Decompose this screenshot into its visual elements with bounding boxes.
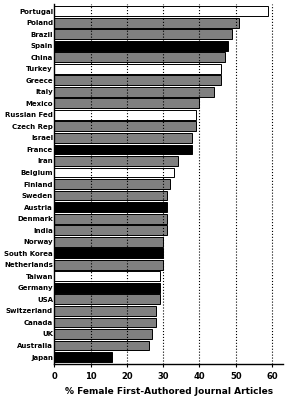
Bar: [55, 306, 156, 316]
Bar: [55, 179, 170, 189]
Bar: [55, 202, 167, 212]
Bar: [55, 168, 174, 178]
Bar: [55, 272, 160, 281]
Bar: [55, 122, 196, 131]
Bar: [55, 352, 113, 362]
Bar: [55, 110, 196, 120]
Bar: [55, 225, 167, 235]
Bar: [55, 294, 160, 304]
Bar: [55, 133, 192, 143]
Bar: [55, 260, 163, 270]
Bar: [55, 329, 152, 339]
Bar: [55, 41, 228, 50]
Bar: [55, 29, 232, 39]
Bar: [55, 52, 225, 62]
Bar: [55, 318, 156, 327]
Bar: [55, 64, 221, 74]
Bar: [55, 248, 163, 258]
Bar: [55, 98, 199, 108]
Bar: [55, 340, 149, 350]
Bar: [55, 156, 178, 166]
Bar: [55, 18, 239, 28]
Bar: [55, 87, 214, 97]
Bar: [55, 6, 268, 16]
X-axis label: % Female First-Authored Journal Articles: % Female First-Authored Journal Articles: [65, 387, 273, 396]
Bar: [55, 214, 167, 224]
Bar: [55, 237, 163, 247]
Bar: [55, 191, 167, 200]
Bar: [55, 144, 192, 154]
Bar: [55, 75, 221, 85]
Bar: [55, 283, 160, 293]
